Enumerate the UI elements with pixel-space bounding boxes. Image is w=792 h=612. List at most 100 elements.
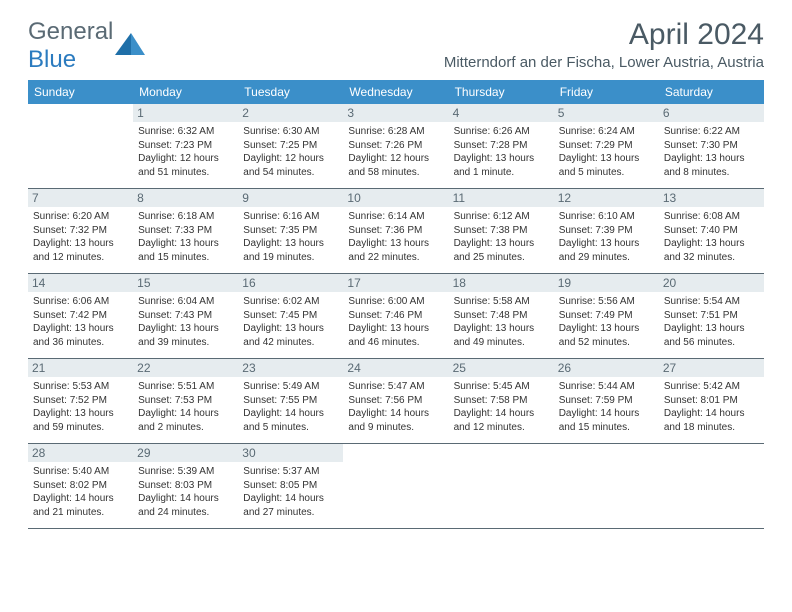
weekday-header-cell: Tuesday [238,80,343,104]
day-number: 16 [238,274,343,292]
weekday-header-cell: Monday [133,80,238,104]
day-info: Sunrise: 5:45 AMSunset: 7:58 PMDaylight:… [454,380,549,434]
day-info: Sunrise: 5:56 AMSunset: 7:49 PMDaylight:… [559,295,654,349]
day-cell [343,444,448,528]
weeks-container: 1 Sunrise: 6:32 AMSunset: 7:23 PMDaylight… [28,104,764,529]
day-number: 5 [554,104,659,122]
day-number: 9 [238,189,343,207]
day-number: 3 [343,104,448,122]
day-cell: 1 Sunrise: 6:32 AMSunset: 7:23 PMDaylight… [133,104,238,188]
day-number: 10 [343,189,448,207]
day-info: Sunrise: 6:18 AMSunset: 7:33 PMDaylight:… [138,210,233,264]
day-cell: 5 Sunrise: 6:24 AMSunset: 7:29 PMDaylight… [554,104,659,188]
day-info: Sunrise: 6:26 AMSunset: 7:28 PMDaylight:… [454,125,549,179]
week-row: 1 Sunrise: 6:32 AMSunset: 7:23 PMDaylight… [28,104,764,189]
day-number: 11 [449,189,554,207]
day-number: 12 [554,189,659,207]
day-number: 2 [238,104,343,122]
day-number: 29 [133,444,238,462]
day-info: Sunrise: 5:42 AMSunset: 8:01 PMDaylight:… [664,380,759,434]
day-number: 27 [659,359,764,377]
day-number: 15 [133,274,238,292]
week-row: 21 Sunrise: 5:53 AMSunset: 7:52 PMDayligh… [28,359,764,444]
weekday-header-cell: Friday [554,80,659,104]
day-number: 23 [238,359,343,377]
day-cell: 17Sunrise: 6:00 AMSunset: 7:46 PMDayligh… [343,274,448,358]
day-cell: 7Sunrise: 6:20 AMSunset: 7:32 PMDaylight… [28,189,133,273]
day-cell: 15 Sunrise: 6:04 AMSunset: 7:43 PMDayligh… [133,274,238,358]
week-row: 28Sunrise: 5:40 AMSunset: 8:02 PMDayligh… [28,444,764,529]
weekday-header-cell: Saturday [659,80,764,104]
location-label: Mitterndorf an der Fischa, Lower Austria… [444,54,764,71]
day-number: 24 [343,359,448,377]
week-row: 7Sunrise: 6:20 AMSunset: 7:32 PMDaylight… [28,189,764,274]
day-number: 6 [659,104,764,122]
day-info: Sunrise: 6:08 AMSunset: 7:40 PMDaylight:… [664,210,759,264]
day-number: 1 [133,104,238,122]
day-cell [449,444,554,528]
day-cell: 23 Sunrise: 5:49 AMSunset: 7:55 PMDayligh… [238,359,343,443]
day-cell: 8 Sunrise: 6:18 AMSunset: 7:33 PMDaylight… [133,189,238,273]
header: General Blue April 2024 Mitterndorf an d… [28,18,764,74]
day-number: 26 [554,359,659,377]
logo-text: General Blue [28,18,113,74]
day-info: Sunrise: 5:51 AMSunset: 7:53 PMDaylight:… [138,380,233,434]
day-info: Sunrise: 6:32 AMSunset: 7:23 PMDaylight:… [138,125,233,179]
calendar: SundayMondayTuesdayWednesdayThursdayFrid… [28,80,764,529]
day-info: Sunrise: 6:10 AMSunset: 7:39 PMDaylight:… [559,210,654,264]
day-info: Sunrise: 6:12 AMSunset: 7:38 PMDaylight:… [454,210,549,264]
day-info: Sunrise: 5:39 AMSunset: 8:03 PMDaylight:… [138,465,233,519]
day-info: Sunrise: 6:22 AMSunset: 7:30 PMDaylight:… [664,125,759,179]
logo-text-part1: General [28,18,113,45]
day-info: Sunrise: 6:14 AMSunset: 7:36 PMDaylight:… [348,210,443,264]
day-cell: 30Sunrise: 5:37 AMSunset: 8:05 PMDayligh… [238,444,343,528]
day-cell: 13Sunrise: 6:08 AMSunset: 7:40 PMDayligh… [659,189,764,273]
day-info: Sunrise: 5:53 AMSunset: 7:52 PMDaylight:… [33,380,128,434]
day-cell: 9 Sunrise: 6:16 AMSunset: 7:35 PMDaylight… [238,189,343,273]
day-cell: 28Sunrise: 5:40 AMSunset: 8:02 PMDayligh… [28,444,133,528]
day-cell: 16 Sunrise: 6:02 AMSunset: 7:45 PMDayligh… [238,274,343,358]
weekday-header: SundayMondayTuesdayWednesdayThursdayFrid… [28,80,764,104]
day-info: Sunrise: 5:44 AMSunset: 7:59 PMDaylight:… [559,380,654,434]
day-info: Sunrise: 5:49 AMSunset: 7:55 PMDaylight:… [243,380,338,434]
day-cell [659,444,764,528]
month-title: April 2024 [444,18,764,52]
weekday-header-cell: Wednesday [343,80,448,104]
day-cell: 10 Sunrise: 6:14 AMSunset: 7:36 PMDayligh… [343,189,448,273]
day-cell: 14 Sunrise: 6:06 AMSunset: 7:42 PMDayligh… [28,274,133,358]
day-cell: 22Sunrise: 5:51 AMSunset: 7:53 PMDayligh… [133,359,238,443]
day-number: 20 [659,274,764,292]
day-number: 8 [133,189,238,207]
day-number: 4 [449,104,554,122]
day-number: 25 [449,359,554,377]
day-info: Sunrise: 6:00 AMSunset: 7:46 PMDaylight:… [348,295,443,349]
day-cell: 25 Sunrise: 5:45 AMSunset: 7:58 PMDayligh… [449,359,554,443]
day-info: Sunrise: 6:16 AMSunset: 7:35 PMDaylight:… [243,210,338,264]
day-info: Sunrise: 6:04 AMSunset: 7:43 PMDaylight:… [138,295,233,349]
day-info: Sunrise: 6:24 AMSunset: 7:29 PMDaylight:… [559,125,654,179]
day-number: 14 [28,274,133,292]
logo: General Blue [28,18,149,74]
day-cell: 18Sunrise: 5:58 AMSunset: 7:48 PMDayligh… [449,274,554,358]
day-info: Sunrise: 6:28 AMSunset: 7:26 PMDaylight:… [348,125,443,179]
day-cell: 21 Sunrise: 5:53 AMSunset: 7:52 PMDayligh… [28,359,133,443]
day-number: 21 [28,359,133,377]
day-cell: 20 Sunrise: 5:54 AMSunset: 7:51 PMDayligh… [659,274,764,358]
day-cell: 19Sunrise: 5:56 AMSunset: 7:49 PMDayligh… [554,274,659,358]
day-info: Sunrise: 6:06 AMSunset: 7:42 PMDaylight:… [33,295,128,349]
day-cell [28,104,133,188]
day-cell: 29 Sunrise: 5:39 AMSunset: 8:03 PMDayligh… [133,444,238,528]
day-number: 30 [238,444,343,462]
day-cell: 4 Sunrise: 6:26 AMSunset: 7:28 PMDaylight… [449,104,554,188]
day-info: Sunrise: 5:40 AMSunset: 8:02 PMDaylight:… [33,465,128,519]
logo-triangle-icon [115,31,149,62]
day-info: Sunrise: 5:54 AMSunset: 7:51 PMDaylight:… [664,295,759,349]
calendar-page: General Blue April 2024 Mitterndorf an d… [0,0,792,547]
day-cell: 27 Sunrise: 5:42 AMSunset: 8:01 PMDayligh… [659,359,764,443]
logo-text-part2: Blue [28,46,76,73]
week-row: 14 Sunrise: 6:06 AMSunset: 7:42 PMDayligh… [28,274,764,359]
day-info: Sunrise: 6:02 AMSunset: 7:45 PMDaylight:… [243,295,338,349]
day-cell: 24 Sunrise: 5:47 AMSunset: 7:56 PMDayligh… [343,359,448,443]
day-cell: 3 Sunrise: 6:28 AMSunset: 7:26 PMDaylight… [343,104,448,188]
day-info: Sunrise: 5:47 AMSunset: 7:56 PMDaylight:… [348,380,443,434]
